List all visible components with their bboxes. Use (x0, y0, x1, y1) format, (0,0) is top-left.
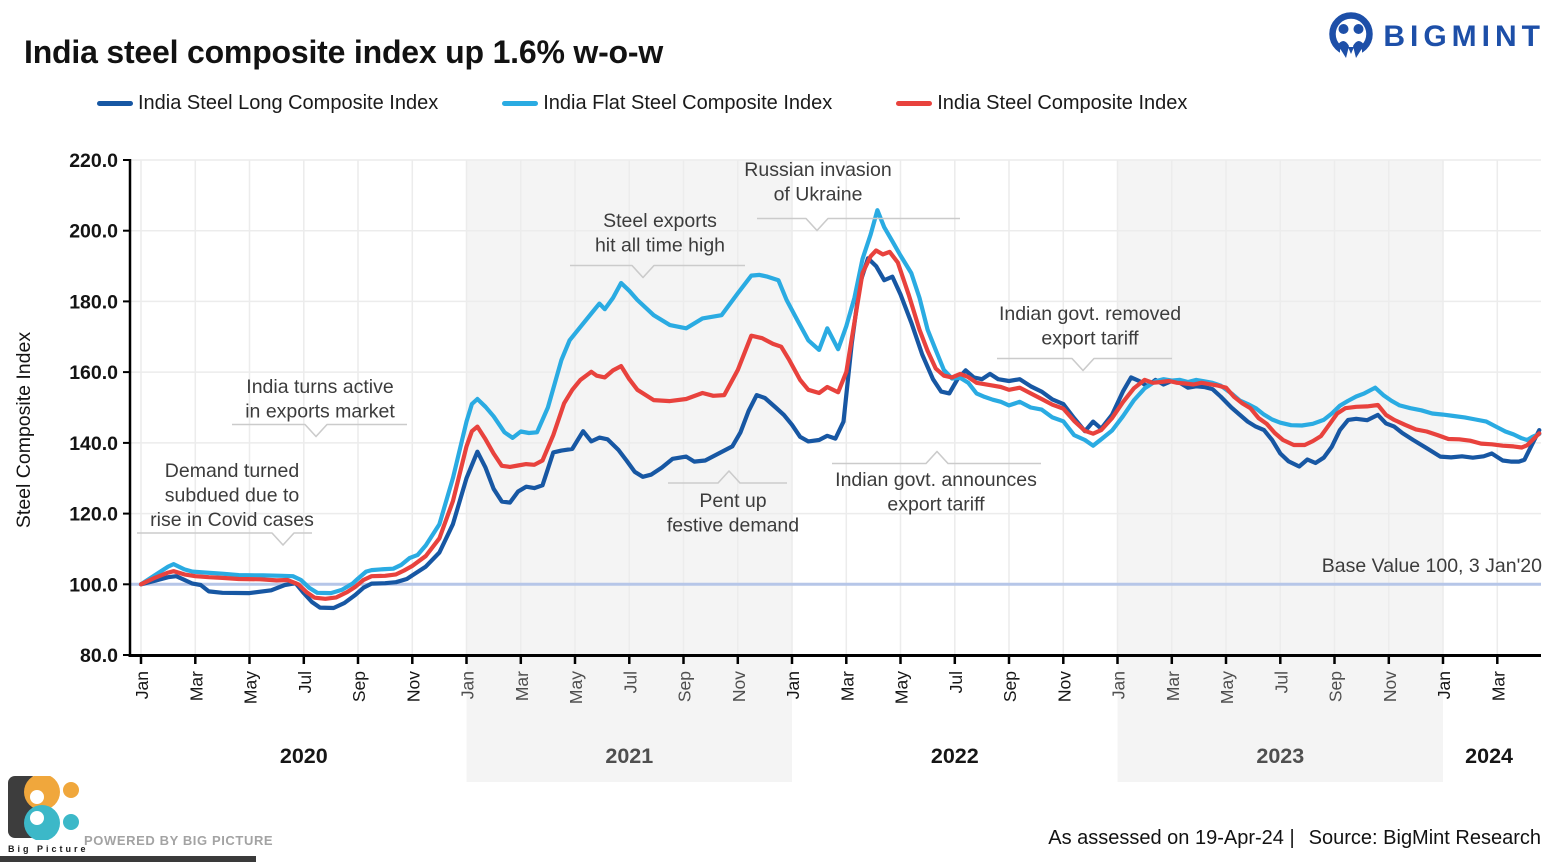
annotation-russia: Russian invasion (744, 159, 891, 181)
callout-covid (137, 532, 312, 546)
x-tick-label: May (241, 671, 261, 704)
x-tick-label: Jul (1271, 671, 1291, 693)
y-tick-label: 100.0 (69, 574, 118, 596)
source-note: Source: BigMint Research (1308, 827, 1541, 849)
x-tick-label: Sep (675, 671, 695, 702)
year-label-2020: 2020 (280, 744, 328, 768)
y-tick-label: 180.0 (69, 291, 118, 313)
series-flat (138, 208, 1542, 596)
series-composite (138, 248, 1542, 601)
x-tick-label: Jan (132, 671, 152, 699)
x-tick-label: Jan (783, 671, 803, 699)
x-tick-label: Sep (1326, 671, 1346, 702)
x-tick-label: Jul (946, 671, 966, 693)
x-tick-label: Mar (512, 671, 532, 701)
x-tick-label: Jul (620, 671, 640, 693)
annotation-russia: of Ukraine (774, 184, 863, 206)
x-tick-label: Mar (1163, 671, 1183, 701)
callout-russia (757, 217, 960, 232)
annotation-tariff-on: export tariff (887, 494, 985, 516)
y-tick-label: 140.0 (69, 433, 118, 455)
annotation-festive: festive demand (667, 515, 799, 537)
legend-label-composite: India Steel Composite Index (937, 92, 1188, 114)
legend-swatch-flat (502, 101, 539, 106)
annotation-festive: Pent up (699, 490, 766, 512)
big-picture-logo (8, 776, 79, 840)
annotation-tariff-off: export tariff (1041, 328, 1139, 350)
annotation-exports-active: India turns active (246, 376, 393, 398)
legend-item-composite: India Steel Composite Index (896, 92, 1187, 115)
annotation-tariff-on: Indian govt. announces (835, 469, 1037, 491)
footer-note: As assessed on 19-Apr-24 | Source: BigMin… (1048, 827, 1541, 850)
annotation-exports-active: in exports market (245, 401, 395, 423)
x-tick-label: Jan (1109, 671, 1129, 699)
callout-exports-high (570, 264, 745, 279)
bottom-brand-strip (0, 856, 256, 862)
year-label-2024: 2024 (1465, 744, 1513, 768)
annotation-covid: Demand turned (165, 460, 299, 482)
bigmint-logo: BIGMINT (1327, 10, 1545, 64)
annotation-exports-high: hit all time high (595, 235, 725, 257)
assessed-date: As assessed on 19-Apr-24 | (1048, 827, 1295, 849)
x-tick-label: Jan (1434, 671, 1454, 699)
year-label-2021: 2021 (605, 744, 653, 768)
year-label-2023: 2023 (1256, 744, 1304, 768)
x-tick-label: Mar (837, 671, 857, 701)
series-long (138, 256, 1542, 611)
bigmint-icon (1329, 12, 1374, 58)
annotation-covid: subdued due to (165, 485, 300, 507)
x-tick-label: May (566, 671, 586, 704)
powered-by-label: POWERED BY BIG PICTURE (84, 833, 274, 848)
callout-exports-active (232, 423, 407, 438)
legend-label-flat: India Flat Steel Composite Index (543, 92, 833, 114)
x-tick-label: Mar (1488, 671, 1508, 701)
x-tick-label: Nov (729, 671, 749, 702)
x-tick-label: May (892, 671, 912, 704)
y-tick-label: 160.0 (69, 362, 118, 384)
y-tick-label: 200.0 (69, 221, 118, 243)
y-tick-label: 220.0 (69, 150, 118, 172)
y-tick-label: 80.0 (80, 645, 118, 667)
legend-label-long: India Steel Long Composite Index (138, 92, 439, 114)
x-tick-label: Mar (186, 671, 206, 701)
x-tick-label: Sep (1000, 671, 1020, 702)
legend-item-long: India Steel Long Composite Index (97, 92, 438, 115)
x-tick-label: Jan (458, 671, 478, 699)
x-tick-label: Sep (349, 671, 369, 702)
callout-tariff-on (832, 450, 1041, 465)
x-tick-label: Nov (1380, 671, 1400, 702)
legend-swatch-long (97, 101, 133, 106)
legend-swatch-composite (896, 101, 933, 106)
bigmint-wordmark: BIGMINT (1383, 20, 1545, 53)
chart-legend: India Steel Long Composite Index India F… (97, 92, 1187, 115)
x-tick-label: Nov (403, 671, 423, 702)
x-tick-label: May (1217, 671, 1237, 704)
x-tick-label: Jul (295, 671, 315, 693)
y-axis-title: Steel Composite Index (13, 332, 35, 528)
annotation-exports-high: Steel exports (603, 210, 717, 232)
annotation-tariff-off: Indian govt. removed (999, 303, 1181, 325)
callout-tariff-off (997, 357, 1172, 372)
callout-festive (668, 470, 787, 484)
page-title: India steel composite index up 1.6% w-o-… (24, 34, 664, 70)
big-picture-logo-text: Big Picture (8, 844, 89, 854)
annotation-covid: rise in Covid cases (150, 509, 314, 531)
y-tick-label: 120.0 (69, 504, 118, 526)
year-label-2022: 2022 (931, 744, 979, 768)
x-tick-label: Nov (1054, 671, 1074, 702)
legend-item-flat: India Flat Steel Composite Index (502, 92, 832, 115)
base-value-label: Base Value 100, 3 Jan'20 (1322, 555, 1542, 577)
